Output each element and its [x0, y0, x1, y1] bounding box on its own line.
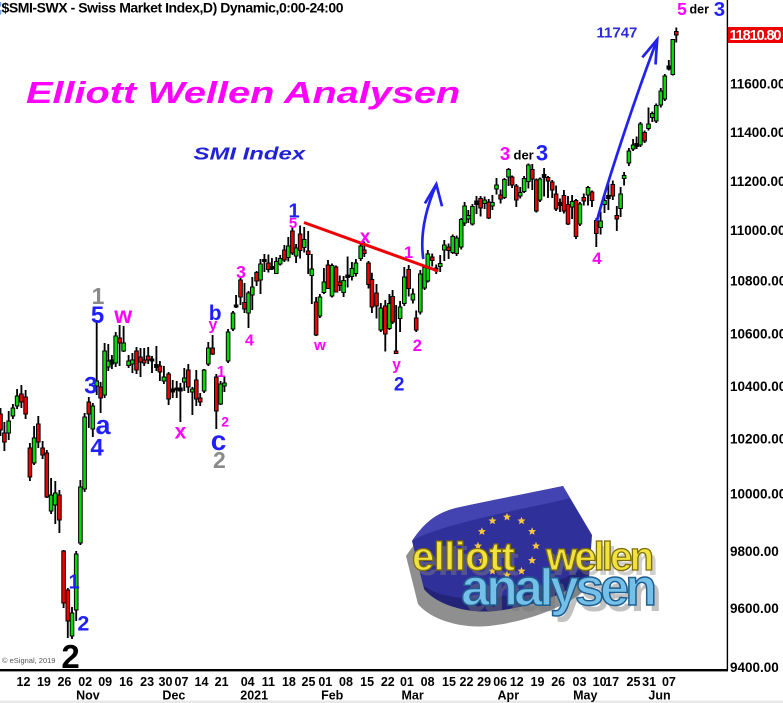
- svg-text:x: x: [175, 421, 187, 444]
- svg-text:1: 1: [68, 572, 79, 594]
- svg-text:08: 08: [421, 675, 435, 689]
- svg-text:1: 1: [92, 283, 105, 309]
- svg-text:2: 2: [77, 612, 89, 636]
- svg-text:19: 19: [37, 675, 51, 689]
- svg-text:2: 2: [61, 638, 79, 675]
- svg-text:11600.00: 11600.00: [730, 77, 783, 92]
- svg-text:10000.00: 10000.00: [730, 487, 783, 502]
- svg-text:a: a: [95, 410, 111, 440]
- svg-text:Nov: Nov: [76, 689, 100, 703]
- svg-text:9600.00: 9600.00: [730, 601, 779, 616]
- svg-text:11200.00: 11200.00: [730, 174, 783, 189]
- svg-text:18: 18: [282, 675, 296, 689]
- svg-text:Apr: Apr: [498, 689, 520, 703]
- svg-text:$SMI-SWX - Swiss Market Index,: $SMI-SWX - Swiss Market Index,D) Dynamic…: [2, 0, 344, 16]
- svg-text:c: c: [211, 425, 227, 456]
- svg-text:y: y: [209, 317, 218, 334]
- svg-text:23: 23: [140, 675, 154, 689]
- svg-text:3: 3: [714, 0, 725, 21]
- svg-text:elliott: elliott: [416, 540, 519, 584]
- svg-text:12: 12: [17, 675, 31, 689]
- svg-text:26: 26: [551, 675, 565, 689]
- svg-text:der: der: [514, 148, 534, 163]
- svg-text:2021: 2021: [240, 689, 268, 703]
- svg-text:5: 5: [289, 215, 297, 232]
- svg-text:3: 3: [84, 373, 97, 400]
- svg-text:Jun: Jun: [648, 689, 670, 703]
- svg-text:01: 01: [400, 675, 414, 689]
- svg-text:4: 4: [245, 333, 254, 350]
- svg-text:07: 07: [662, 675, 676, 689]
- svg-text:29: 29: [477, 675, 491, 689]
- svg-text:11747: 11747: [597, 25, 638, 42]
- svg-text:15: 15: [442, 675, 456, 689]
- svg-text:5: 5: [677, 0, 687, 19]
- svg-text:analysen: analysen: [466, 565, 662, 623]
- svg-text:10200.00: 10200.00: [730, 431, 783, 446]
- svg-text:17: 17: [605, 675, 619, 689]
- svg-text:3: 3: [236, 262, 246, 282]
- svg-text:19: 19: [531, 675, 545, 689]
- svg-text:9400.00: 9400.00: [730, 660, 779, 675]
- svg-text:11810.80: 11810.80: [730, 28, 782, 44]
- svg-text:21: 21: [215, 675, 229, 689]
- svg-text:© eSignal, 2019: © eSignal, 2019: [2, 656, 55, 665]
- svg-text:22: 22: [460, 675, 474, 689]
- svg-text:02: 02: [78, 675, 92, 689]
- svg-text:26: 26: [57, 675, 71, 689]
- svg-text:x: x: [360, 227, 371, 248]
- svg-text:der: der: [690, 3, 710, 17]
- svg-text:9800.00: 9800.00: [730, 544, 779, 559]
- svg-text:SMI Index: SMI Index: [194, 144, 307, 164]
- svg-text:Dec: Dec: [162, 689, 185, 703]
- svg-text:10: 10: [593, 675, 607, 689]
- svg-text:elliott: elliott: [412, 535, 515, 579]
- svg-text:1: 1: [217, 364, 226, 381]
- svg-text:10800.00: 10800.00: [730, 274, 783, 289]
- svg-text:11000.00: 11000.00: [730, 223, 783, 238]
- svg-text:10600.00: 10600.00: [730, 326, 783, 341]
- svg-text:analysen: analysen: [461, 559, 657, 617]
- svg-text:10400.00: 10400.00: [730, 379, 783, 394]
- svg-text:4: 4: [90, 435, 104, 462]
- svg-text:08: 08: [339, 675, 353, 689]
- svg-text:3: 3: [500, 143, 510, 164]
- svg-text:11: 11: [262, 675, 275, 689]
- svg-text:04: 04: [241, 675, 255, 689]
- svg-text:May: May: [573, 689, 597, 703]
- svg-text:wellen: wellen: [549, 540, 658, 584]
- svg-text:2: 2: [213, 447, 226, 473]
- svg-text:11400.00: 11400.00: [730, 125, 783, 140]
- svg-text:25: 25: [302, 675, 316, 689]
- svg-text:16: 16: [119, 675, 133, 689]
- svg-text:01: 01: [318, 675, 332, 689]
- svg-text:07: 07: [175, 675, 189, 689]
- svg-text:wellen: wellen: [545, 535, 654, 579]
- svg-text:4: 4: [592, 249, 602, 268]
- svg-text:Mar: Mar: [401, 689, 423, 703]
- svg-text:b: b: [209, 302, 222, 325]
- svg-text:09: 09: [98, 675, 112, 689]
- svg-text:14: 14: [195, 675, 209, 689]
- svg-text:15: 15: [360, 675, 374, 689]
- svg-text:03: 03: [573, 675, 587, 689]
- svg-text:2: 2: [394, 375, 405, 396]
- svg-text:25: 25: [627, 675, 641, 689]
- svg-text:31: 31: [642, 675, 656, 689]
- svg-text:w: w: [113, 302, 132, 328]
- svg-text:2: 2: [413, 337, 422, 355]
- svg-text:Feb: Feb: [321, 689, 344, 703]
- svg-text:06: 06: [493, 675, 507, 689]
- svg-text:1: 1: [404, 244, 413, 262]
- svg-text:3: 3: [536, 141, 548, 166]
- svg-text:12: 12: [510, 675, 524, 689]
- svg-text:5: 5: [91, 302, 104, 329]
- svg-text:1: 1: [288, 200, 299, 222]
- svg-text:2: 2: [221, 414, 229, 430]
- svg-text:22: 22: [381, 675, 395, 689]
- svg-text:30: 30: [159, 675, 173, 689]
- svg-text:Elliott Wellen Analysen: Elliott Wellen Analysen: [26, 75, 460, 110]
- svg-text:y: y: [392, 357, 401, 374]
- svg-text:w: w: [313, 337, 326, 354]
